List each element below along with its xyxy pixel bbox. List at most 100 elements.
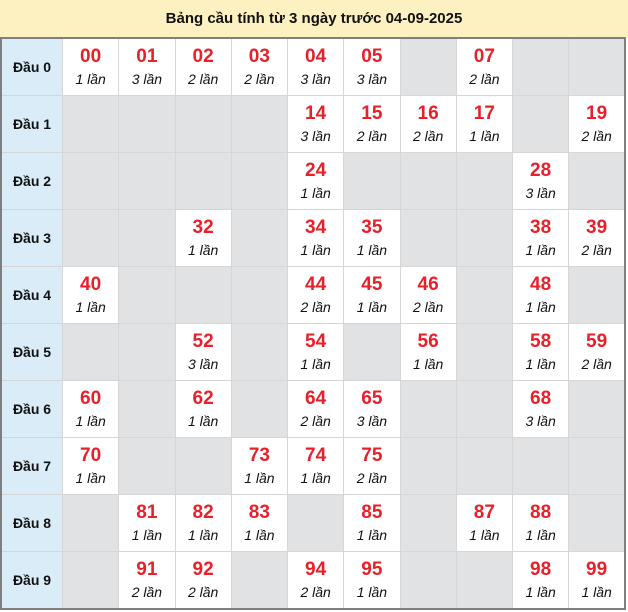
empty-cell: [455, 323, 514, 381]
number-cell: 64 2 lần: [286, 380, 345, 438]
empty-cell: [174, 95, 232, 153]
occurrence-count: 2 lần: [187, 71, 219, 87]
empty-cell: [286, 494, 345, 552]
number-cell: 91 2 lần: [118, 551, 176, 610]
number-value: 91: [136, 559, 158, 580]
occurrence-count: 3 lần: [525, 185, 556, 201]
empty-cell: [399, 37, 457, 96]
number-cell: 62 1 lần: [174, 380, 232, 438]
number-cell: 68 3 lần: [511, 380, 570, 438]
number-cell: 04 3 lần: [286, 37, 345, 96]
number-value: 35: [361, 217, 383, 238]
number-cell: 17 1 lần: [455, 95, 514, 153]
number-cell: 14 3 lần: [286, 95, 345, 153]
number-cell: 02 2 lần: [174, 37, 232, 96]
occurrence-count: 2 lần: [469, 71, 500, 87]
occurrence-count: 3 lần: [187, 356, 219, 372]
number-value: 07: [473, 46, 495, 67]
empty-cell: [343, 152, 401, 210]
occurrence-count: 1 lần: [244, 527, 275, 543]
number-cell: 46 2 lần: [399, 266, 457, 324]
grid-row: Đầu 8 81 1 lần 82 1 lần 83 1 lần 85 1 lần 87 1 lần…: [0, 494, 626, 552]
number-cell: 40 1 lần: [61, 266, 120, 324]
occurrence-count: 1 lần: [187, 413, 219, 429]
number-cell: 05 3 lần: [343, 37, 401, 96]
number-value: 64: [305, 388, 327, 409]
occurrence-count: 1 lần: [356, 299, 388, 315]
occurrence-count: 2 lần: [412, 299, 444, 315]
number-value: 17: [473, 103, 495, 124]
number-value: 54: [305, 331, 327, 352]
empty-cell: [399, 209, 457, 267]
number-value: 60: [80, 388, 102, 409]
number-value: 46: [417, 274, 439, 295]
row-label: Đầu 3: [0, 209, 63, 267]
row-label: Đầu 1: [0, 95, 63, 153]
empty-cell: [230, 95, 289, 153]
occurrence-count: 2 lần: [581, 128, 612, 144]
occurrence-count: 3 lần: [300, 71, 331, 87]
empty-cell: [568, 494, 626, 552]
empty-cell: [230, 323, 289, 381]
number-cell: 95 1 lần: [343, 551, 401, 610]
number-value: 24: [305, 160, 327, 181]
empty-cell: [511, 37, 570, 96]
grid-row: Đầu 0 00 1 lần 01 3 lần 02 2 lần 03 2 lần 04 3 lần…: [0, 37, 626, 96]
number-value: 87: [473, 502, 495, 523]
number-value: 82: [192, 502, 214, 523]
empty-cell: [568, 152, 626, 210]
grid-row: Đầu 6 60 1 lần 62 1 lần 64 2 lần 65 3 lần 68 3 lần: [0, 380, 626, 438]
number-cell: 87 1 lần: [455, 494, 514, 552]
number-cell: 34 1 lần: [286, 209, 345, 267]
table-title: Bảng cầu tính từ 3 ngày trước 04-09-2025: [0, 0, 628, 37]
occurrence-count: 2 lần: [581, 356, 612, 372]
grid-row: Đầu 1 14 3 lần 15 2 lần 16 2 lần 17 1 lần 19 2 lần: [0, 95, 626, 153]
number-cell: 70 1 lần: [61, 437, 120, 495]
occurrence-count: 1 lần: [525, 527, 556, 543]
row-label: Đầu 7: [0, 437, 63, 495]
row-label: Đầu 4: [0, 266, 63, 324]
occurrence-count: 3 lần: [356, 71, 388, 87]
number-value: 19: [586, 103, 608, 124]
number-cell: 00 1 lần: [61, 37, 120, 96]
grid-row: Đầu 3 32 1 lần 34 1 lần 35 1 lần 38 1 lần 39 2 lần: [0, 209, 626, 267]
empty-cell: [230, 380, 289, 438]
number-cell: 98 1 lần: [511, 551, 570, 610]
row-label: Đầu 0: [0, 37, 63, 96]
number-value: 02: [192, 46, 214, 67]
row-label: Đầu 2: [0, 152, 63, 210]
occurrence-count: 1 lần: [75, 470, 106, 486]
occurrence-count: 1 lần: [75, 299, 106, 315]
empty-cell: [568, 266, 626, 324]
grid-row: Đầu 9 91 2 lần 92 2 lần 94 2 lần 95 1 lần 98 1 lần…: [0, 551, 626, 610]
occurrence-count: 2 lần: [300, 413, 331, 429]
number-value: 48: [530, 274, 552, 295]
empty-cell: [568, 380, 626, 438]
occurrence-count: 3 lần: [356, 413, 388, 429]
number-cell: 54 1 lần: [286, 323, 345, 381]
empty-cell: [61, 551, 120, 610]
number-cell: 74 1 lần: [286, 437, 345, 495]
number-value: 28: [530, 160, 552, 181]
number-value: 94: [305, 559, 327, 580]
number-value: 62: [192, 388, 214, 409]
number-cell: 94 2 lần: [286, 551, 345, 610]
occurrence-count: 1 lần: [525, 242, 556, 258]
number-cell: 81 1 lần: [118, 494, 176, 552]
occurrence-count: 1 lần: [581, 584, 612, 600]
number-cell: 39 2 lần: [568, 209, 626, 267]
empty-cell: [343, 323, 401, 381]
occurrence-count: 1 lần: [525, 584, 556, 600]
empty-cell: [61, 209, 120, 267]
occurrence-count: 2 lần: [187, 584, 219, 600]
number-cell: 35 1 lần: [343, 209, 401, 267]
grid-row: Đầu 2 24 1 lần 28 3 lần: [0, 152, 626, 210]
empty-cell: [230, 152, 289, 210]
empty-cell: [230, 209, 289, 267]
number-value: 45: [361, 274, 383, 295]
grid-row: Đầu 5 52 3 lần 54 1 lần 56 1 lần 58 1 lần 59 2 lần: [0, 323, 626, 381]
occurrence-count: 1 lần: [412, 356, 444, 372]
occurrence-count: 1 lần: [75, 413, 106, 429]
number-cell: 83 1 lần: [230, 494, 289, 552]
occurrence-count: 3 lần: [131, 71, 163, 87]
